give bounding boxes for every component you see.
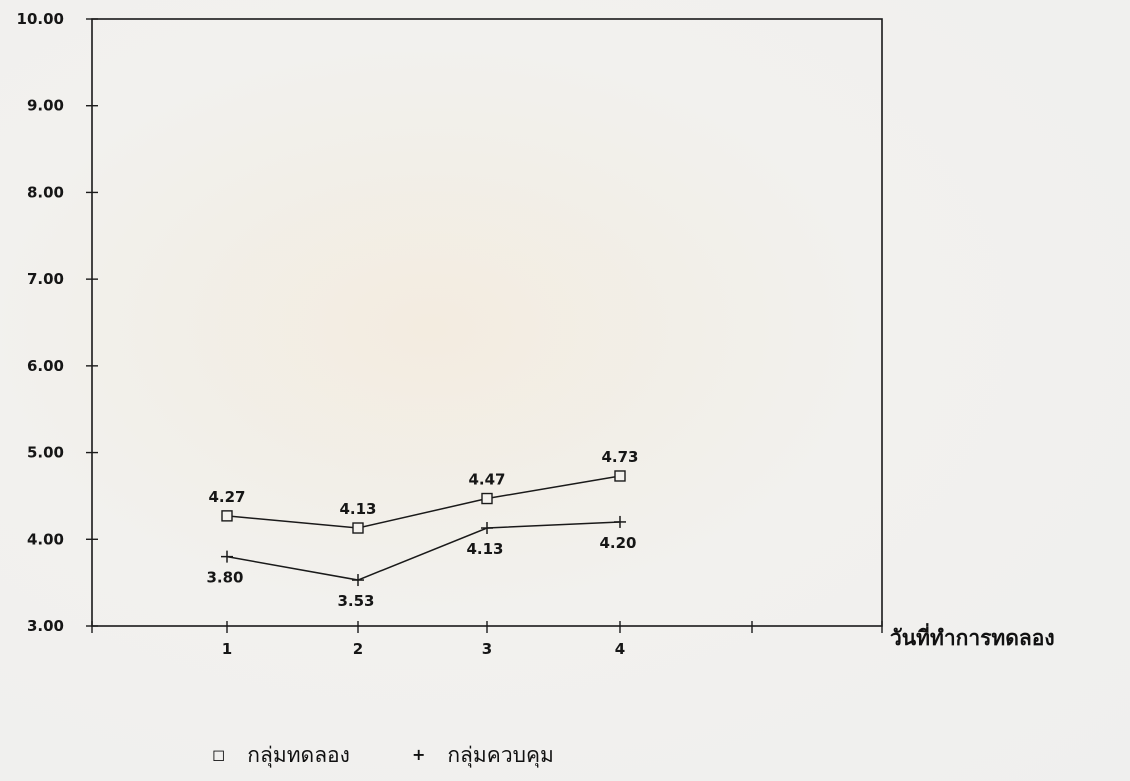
legend-label-experimental: กลุ่มทดลอง bbox=[247, 742, 350, 767]
data-label: 4.27 bbox=[208, 488, 245, 506]
x-tick-label: 4 bbox=[615, 640, 625, 658]
data-label: 4.47 bbox=[468, 471, 505, 489]
y-axis-ticks: 3.00 4.00 5.00 6.00 7.00 8.00 9.00 10.00 bbox=[17, 10, 98, 635]
y-tick-label: 8.00 bbox=[27, 183, 64, 201]
y-tick-label: 9.00 bbox=[27, 97, 64, 115]
plot-frame bbox=[91, 18, 883, 627]
x-axis-ticks: 1 2 3 4 bbox=[91, 621, 883, 658]
x-axis-title: วันที่ทำการทดลอง bbox=[890, 622, 1055, 650]
data-point-plus bbox=[481, 522, 493, 535]
data-label: 4.13 bbox=[466, 540, 503, 558]
series-line-2 bbox=[226, 521, 621, 581]
data-point-square bbox=[481, 492, 493, 505]
data-label: 3.53 bbox=[337, 592, 374, 610]
data-label: 4.13 bbox=[339, 500, 376, 518]
data-label: 4.73 bbox=[601, 448, 638, 466]
legend-item-control: + กลุ่มควบคุม bbox=[411, 742, 554, 767]
data-point-plus bbox=[352, 574, 364, 587]
x-tick-label: 3 bbox=[482, 640, 492, 658]
data-label: 4.20 bbox=[599, 534, 636, 552]
data-point-plus bbox=[614, 515, 626, 528]
y-tick-label: 4.00 bbox=[27, 530, 64, 548]
data-point-plus bbox=[221, 550, 233, 563]
y-tick-label: 5.00 bbox=[27, 444, 64, 462]
square-marker-icon: ◻ bbox=[212, 745, 226, 764]
data-point-square bbox=[221, 510, 233, 522]
legend: ◻ กลุ่มทดลอง + กลุ่มควบคุม bbox=[212, 735, 616, 775]
x-tick-label: 1 bbox=[222, 640, 232, 658]
data-point-square bbox=[352, 522, 364, 534]
y-tick-label: 6.00 bbox=[27, 357, 64, 375]
series-line-1 bbox=[226, 475, 621, 529]
y-tick-label: 3.00 bbox=[27, 617, 64, 635]
legend-label-control: กลุ่มควบคุม bbox=[447, 742, 554, 767]
data-label: 3.80 bbox=[206, 569, 243, 587]
y-tick-label: 7.00 bbox=[27, 270, 64, 288]
x-tick-label: 2 bbox=[353, 640, 363, 658]
plus-marker-icon: + bbox=[411, 745, 426, 764]
y-tick-label: 10.00 bbox=[17, 10, 64, 28]
legend-item-experimental: ◻ กลุ่มทดลอง bbox=[212, 742, 350, 767]
series-lines bbox=[221, 470, 626, 587]
data-point-square bbox=[614, 470, 626, 482]
data-labels: 4.27 4.13 4.47 4.73 3.80 3.53 4.13 4.20 bbox=[206, 448, 638, 610]
axes bbox=[91, 18, 883, 627]
